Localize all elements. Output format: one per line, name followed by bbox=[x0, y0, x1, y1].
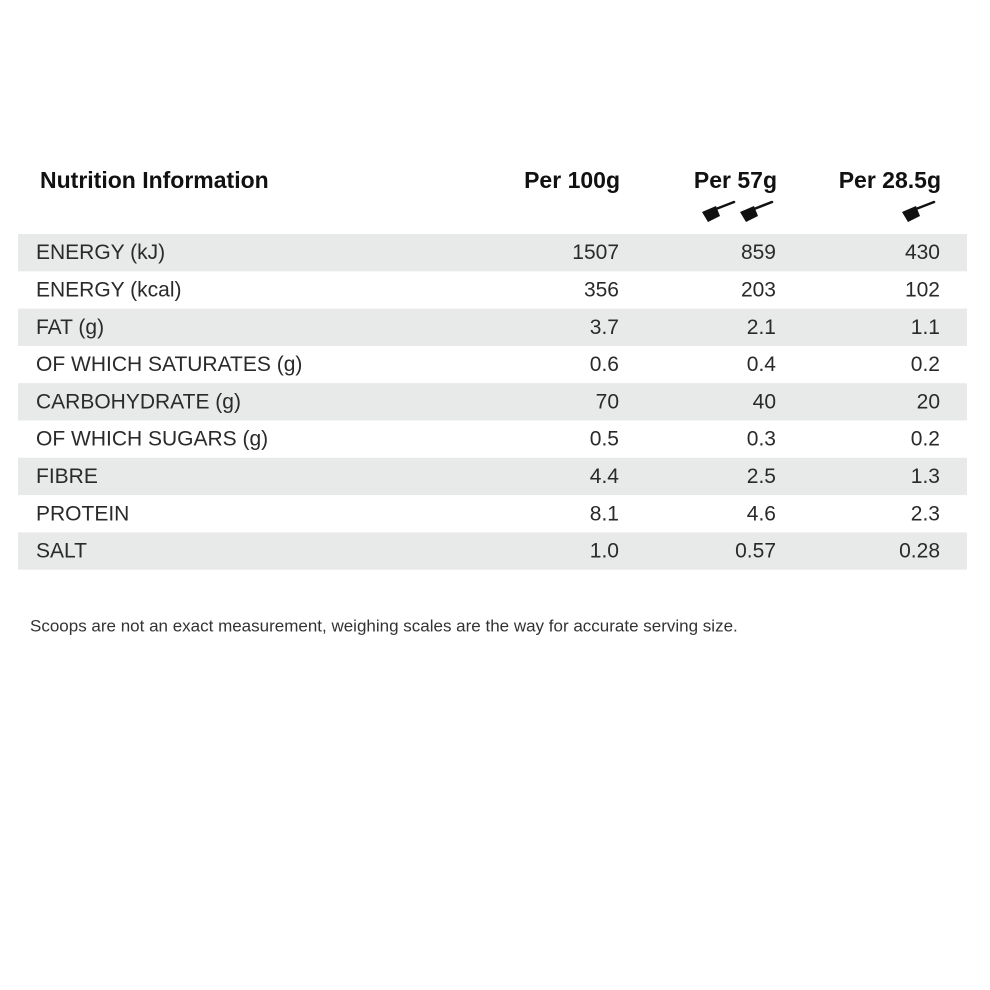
scoop-icon bbox=[738, 200, 774, 224]
column-header: Per 57g bbox=[694, 167, 777, 193]
cell-value: 0.3 bbox=[747, 428, 776, 451]
cell-value: 40 bbox=[753, 390, 776, 413]
cell-value: 0.28 bbox=[899, 540, 940, 563]
row-label: CARBOHYDRATE (g) bbox=[36, 390, 241, 413]
cell-value: 4.4 bbox=[590, 465, 620, 488]
cell-value: 356 bbox=[584, 278, 619, 301]
cell-value: 0.6 bbox=[590, 353, 619, 376]
row-background bbox=[18, 383, 967, 421]
cell-value: 4.6 bbox=[747, 502, 776, 525]
row-label: ENERGY (kJ) bbox=[36, 241, 165, 264]
row-background bbox=[18, 532, 967, 570]
cell-value: 1.1 bbox=[911, 316, 940, 339]
cell-value: 1507 bbox=[572, 241, 619, 264]
cell-value: 70 bbox=[596, 390, 619, 413]
scoop-icon bbox=[700, 200, 736, 224]
column-header: Per 28.5g bbox=[839, 167, 941, 193]
cell-value: 0.4 bbox=[747, 353, 777, 376]
cell-value: 3.7 bbox=[590, 316, 619, 339]
cell-value: 1.0 bbox=[590, 540, 619, 563]
row-label: OF WHICH SUGARS (g) bbox=[36, 428, 268, 451]
row-label: ENERGY (kcal) bbox=[36, 278, 181, 301]
footnote: Scoops are not an exact measurement, wei… bbox=[30, 616, 738, 635]
row-label: FAT (g) bbox=[36, 316, 104, 339]
cell-value: 859 bbox=[741, 241, 776, 264]
cell-value: 0.2 bbox=[911, 353, 940, 376]
row-label: SALT bbox=[36, 540, 87, 563]
row-label: FIBRE bbox=[36, 465, 98, 488]
row-background bbox=[18, 457, 967, 496]
scoop-icon bbox=[900, 200, 936, 224]
cell-value: 2.3 bbox=[911, 502, 940, 525]
row-background bbox=[18, 234, 967, 272]
cell-value: 2.5 bbox=[747, 465, 776, 488]
cell-value: 430 bbox=[905, 241, 940, 264]
column-header: Per 100g bbox=[524, 167, 620, 193]
row-label: OF WHICH SATURATES (g) bbox=[36, 353, 302, 376]
cell-value: 1.3 bbox=[911, 465, 940, 488]
cell-value: 0.57 bbox=[735, 540, 776, 563]
column-header: Nutrition Information bbox=[40, 167, 269, 193]
row-background bbox=[18, 308, 967, 346]
cell-value: 102 bbox=[905, 278, 940, 301]
cell-value: 203 bbox=[741, 278, 776, 301]
cell-value: 0.2 bbox=[911, 428, 940, 451]
row-label: PROTEIN bbox=[36, 502, 129, 525]
cell-value: 20 bbox=[917, 390, 940, 413]
cell-value: 0.5 bbox=[590, 428, 619, 451]
cell-value: 8.1 bbox=[590, 502, 619, 525]
cell-value: 2.1 bbox=[747, 316, 776, 339]
